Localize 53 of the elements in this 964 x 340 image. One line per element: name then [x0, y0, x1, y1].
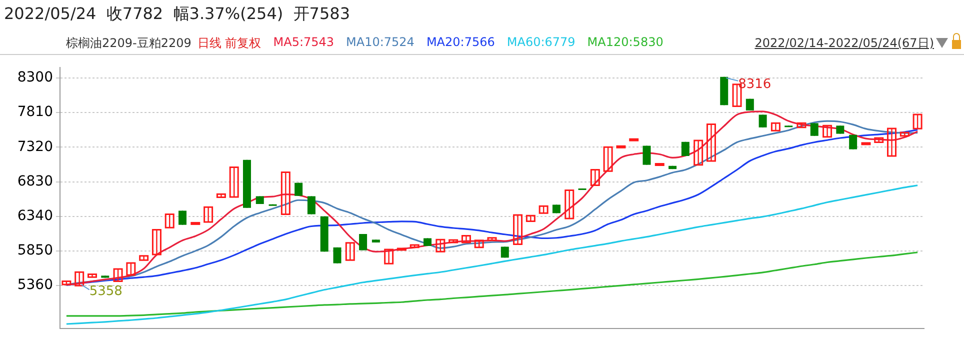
line-series [66, 184, 918, 325]
text: MA5:7543 [273, 35, 334, 51]
candlestick [74, 271, 84, 286]
candlestick [307, 196, 316, 215]
text: MA60:6779 [506, 35, 576, 51]
candlestick [822, 124, 832, 138]
text: 2022/02/14-2022/05/24(67日) [754, 35, 934, 52]
candlestick [178, 210, 187, 226]
candlestick [590, 169, 600, 186]
text: 日线 前复权 [197, 35, 262, 52]
candlestick [849, 134, 858, 150]
candlestick [461, 235, 471, 244]
annotation: 5358 [89, 284, 122, 300]
text: MA120:5830 [587, 35, 664, 51]
candlestick [229, 166, 239, 198]
candlestick [603, 146, 613, 172]
candlestick [436, 238, 446, 252]
candlestick [706, 123, 716, 162]
candlestick [139, 255, 149, 261]
candlestick [359, 233, 368, 251]
candlestick [345, 242, 355, 261]
candlestick [642, 145, 651, 166]
y-tick-label: 6830 [17, 173, 53, 190]
chart-title: 2022/05/24 收7782 幅3.37%(254) 开7583 [4, 4, 350, 25]
candlestick [770, 122, 780, 132]
candlestick [280, 171, 290, 215]
candlestick [113, 268, 123, 282]
candlestick [164, 213, 174, 228]
candlestick [912, 114, 922, 130]
candlestick [887, 128, 897, 157]
candlestick [294, 182, 303, 196]
candlestick [810, 122, 818, 136]
y-tick-label: 8300 [17, 70, 53, 86]
candlestick [333, 246, 342, 264]
text: MA10:7524 [346, 35, 414, 51]
candlestick [152, 229, 162, 256]
candlestick [694, 140, 704, 166]
text: MA20:7566 [426, 35, 495, 51]
candlestick [126, 262, 136, 276]
y-tick-label: 7810 [17, 104, 53, 120]
candlestick [513, 214, 523, 245]
y-tick-label: 7320 [17, 138, 53, 155]
candlestick [564, 189, 574, 220]
chart-subtitle: 棕榈油2209-豆粕2209 [66, 35, 192, 52]
candlestick [384, 248, 394, 264]
candlestick [758, 114, 767, 128]
y-tick-label: 5850 [17, 242, 53, 259]
y-tick-label: 6340 [17, 208, 53, 224]
candlestick [681, 141, 690, 157]
y-tick-label: 5360 [17, 277, 53, 294]
candlestick [204, 206, 214, 223]
annotation: 8316 [738, 77, 772, 92]
line-series [66, 252, 918, 317]
